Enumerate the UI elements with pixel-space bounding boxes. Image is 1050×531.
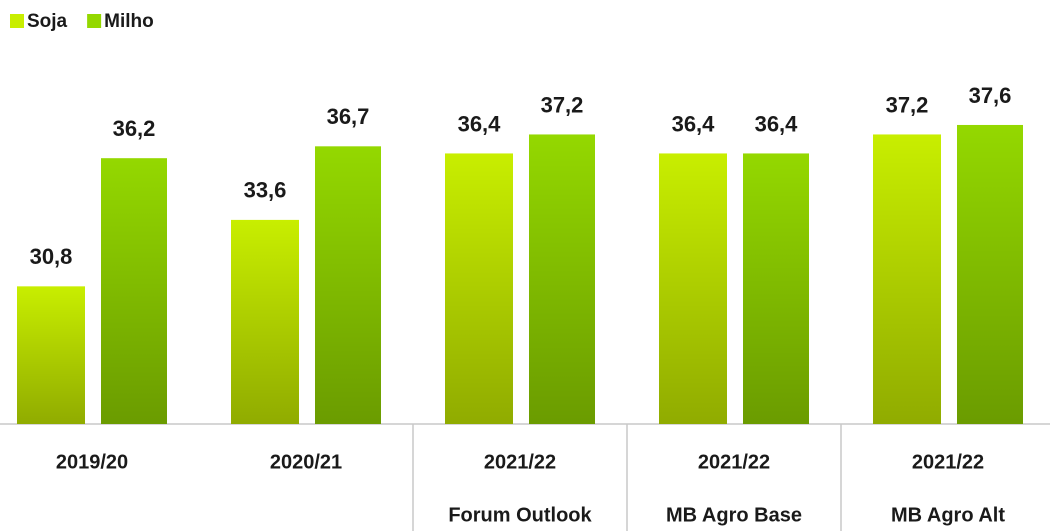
- x-tick-label: 2021/22: [698, 451, 770, 473]
- legend-swatch: [87, 14, 102, 28]
- x-tick-label: 2020/21: [270, 451, 342, 473]
- bar-shade: [529, 134, 595, 424]
- bar-shade: [231, 219, 299, 424]
- data-label: 37,6: [969, 83, 1012, 108]
- bar-shade: [315, 146, 381, 424]
- bar-shade: [445, 153, 513, 424]
- x-tick-sublabel: MB Agro Alt: [891, 504, 1005, 526]
- x-tick-label: 2019/20: [56, 451, 128, 473]
- bar-shade: [873, 134, 941, 424]
- x-tick-sublabel: MB Agro Base: [666, 504, 802, 526]
- bar-shade: [101, 158, 167, 425]
- data-label: 36,4: [755, 111, 799, 136]
- data-label: 30,8: [30, 244, 73, 269]
- bar-shade: [17, 286, 85, 424]
- bar-shade: [743, 153, 809, 424]
- data-label: 37,2: [541, 92, 584, 117]
- legend-label: Milho: [104, 11, 154, 32]
- data-label: 36,2: [113, 116, 156, 141]
- data-label: 36,7: [327, 104, 370, 129]
- legend-label: Soja: [27, 11, 68, 32]
- data-label: 36,4: [458, 111, 502, 136]
- data-label: 37,2: [886, 92, 929, 117]
- x-tick-sublabel: Forum Outlook: [448, 504, 592, 526]
- legend-swatch: [10, 14, 24, 28]
- bar-shade: [957, 124, 1023, 425]
- data-label: 36,4: [672, 111, 716, 136]
- bar-shade: [659, 153, 727, 424]
- x-tick-label: 2021/22: [912, 451, 984, 473]
- x-tick-label: 2021/22: [484, 451, 556, 473]
- data-label: 33,6: [244, 178, 287, 203]
